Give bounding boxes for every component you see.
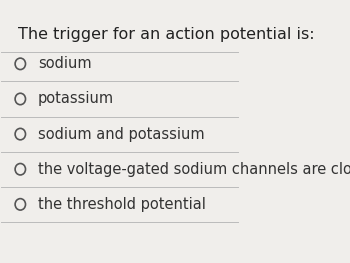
Text: the voltage-gated sodium channels are closed: the voltage-gated sodium channels are cl… — [38, 162, 350, 177]
Text: sodium and potassium: sodium and potassium — [38, 127, 205, 141]
Text: The trigger for an action potential is:: The trigger for an action potential is: — [18, 27, 315, 42]
Text: the threshold potential: the threshold potential — [38, 197, 206, 212]
Text: sodium: sodium — [38, 56, 92, 71]
Text: potassium: potassium — [38, 92, 114, 107]
